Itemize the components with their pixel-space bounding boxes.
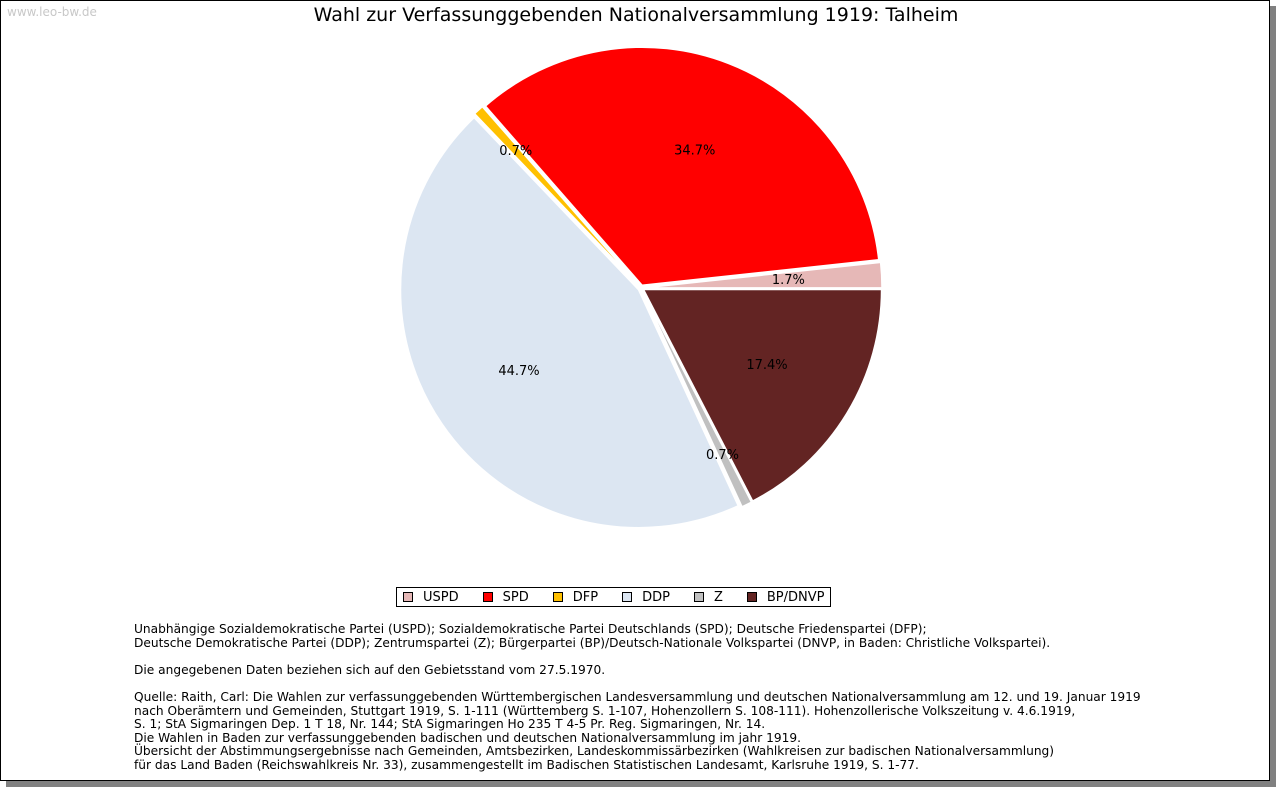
slice-label-z: 0.7%	[706, 448, 739, 463]
note-line: Übersicht der Abstimmungsergebnisse nach…	[134, 744, 1055, 759]
legend-swatch	[552, 592, 563, 602]
legend-swatch	[622, 592, 633, 602]
legend-item-z: Z	[693, 589, 723, 605]
notes: Unabhängige Sozialdemokratische Partei (…	[134, 622, 1234, 773]
chart-title: Wahl zur Verfassunggebenden Nationalvers…	[313, 4, 959, 26]
chart-frame: www.leo-bw.de Wahl zur Verfassunggebende…	[0, 0, 1270, 781]
notes-gap	[134, 650, 1234, 664]
legend-label: DFP	[572, 589, 599, 605]
chart-legend: USPD SPD DFP DDP Z BP/DNVP	[396, 587, 832, 607]
legend-item-bp-dnvp: BP/DNVP	[746, 589, 825, 605]
note-line: Quelle: Raith, Carl: Die Wahlen zur verf…	[134, 689, 1141, 704]
note-line: Die angegebenen Daten beziehen sich auf …	[134, 662, 606, 677]
legend-item-uspd: USPD	[403, 590, 459, 605]
watermark: www.leo-bw.de	[7, 5, 97, 19]
note-line: Deutsche Demokratische Partei (DDP); Zen…	[134, 635, 1051, 650]
pie-slice-dfp	[473, 105, 640, 287]
pie-chart: 1.7% 34.7% 0.7% 44.7% 0.7% 17.4%	[399, 46, 883, 529]
legend-label: BP/DNVP	[766, 589, 825, 605]
pie-slice-bp-dnvp	[642, 288, 883, 503]
note-line: Die Wahlen in Baden zur verfassunggebend…	[134, 730, 801, 745]
legend-label: DDP	[642, 589, 670, 605]
legend-item-dfp: DFP	[552, 589, 599, 605]
note-line: Unabhängige Sozialdemokratische Partei (…	[134, 622, 927, 636]
slice-label-ddp: 44.7%	[498, 364, 539, 379]
legend-label: SPD	[502, 589, 529, 605]
legend-swatch	[482, 592, 493, 602]
pie-slice-z	[641, 290, 753, 508]
legend-label: Z	[713, 589, 723, 605]
note-line: S. 1; StA Sigmaringen Dep. 1 T 18, Nr. 1…	[134, 717, 766, 732]
note-line: für das Land Baden (Reichswahlkreis Nr. …	[134, 757, 919, 772]
pie-slice-spd	[484, 46, 880, 286]
legend-swatch	[403, 592, 413, 602]
legend-swatch	[746, 592, 757, 602]
pie-slice-uspd	[643, 261, 883, 289]
legend-label: USPD	[423, 589, 459, 605]
slice-label-dfp: 0.7%	[499, 144, 532, 159]
note-line: nach Oberämtern und Gemeinden, Stuttgart…	[134, 703, 1076, 718]
legend-item-ddp: DDP	[622, 590, 670, 605]
notes-gap	[134, 677, 1234, 691]
legend-swatch	[693, 592, 704, 602]
pie-slice-ddp	[399, 116, 740, 529]
legend-item-spd: SPD	[482, 589, 529, 605]
slice-label-spd: 34.7%	[674, 144, 715, 159]
slice-label-bp-dnvp: 17.4%	[746, 358, 787, 373]
slice-label-uspd: 1.7%	[772, 273, 805, 288]
